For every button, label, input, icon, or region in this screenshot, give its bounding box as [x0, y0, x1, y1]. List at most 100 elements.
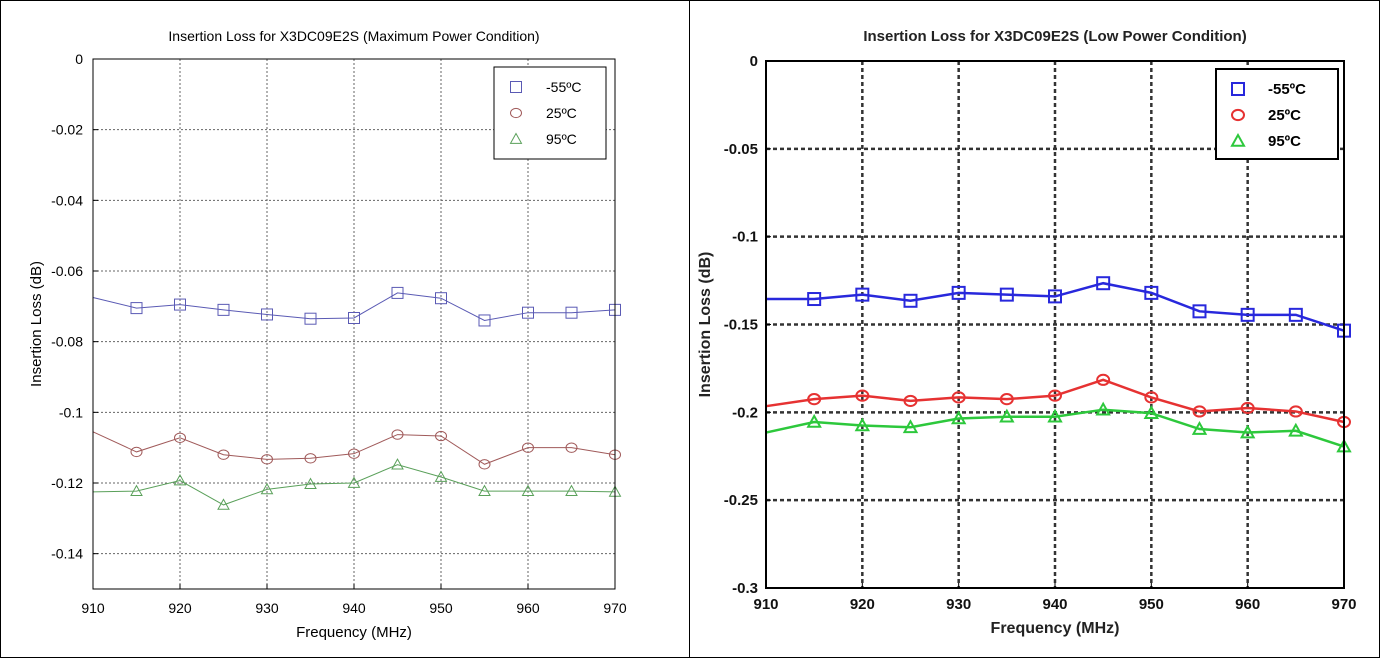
chart-title: Insertion Loss for X3DC09E2S (Low Power …	[863, 28, 1246, 45]
data-point-triangle	[1239, 424, 1256, 439]
data-point-square	[1288, 307, 1303, 322]
x-tick-label: 970	[1331, 596, 1356, 613]
data-point-triangle	[391, 458, 404, 470]
legend-marker-triangle	[1230, 132, 1246, 147]
chart-panel-max-power: Insertion Loss for X3DC09E2S (Maximum Po…	[0, 0, 690, 658]
data-point-circle	[951, 391, 966, 404]
y-tick-label: 0	[75, 51, 83, 67]
data-point-circle	[391, 429, 404, 440]
data-point-triangle	[173, 473, 187, 486]
data-point-triangle	[565, 484, 578, 497]
data-point-circle	[999, 393, 1014, 406]
legend-label: -55ºC	[1268, 81, 1306, 98]
data-point-triangle	[806, 413, 822, 428]
series-line-2	[765, 378, 1345, 424]
data-point-triangle	[902, 419, 919, 434]
data-point-square	[951, 285, 966, 300]
data-point-circle	[1192, 405, 1207, 418]
x-tick-label: 930	[255, 600, 279, 616]
x-tick-label: 910	[753, 596, 778, 613]
data-point-square	[217, 303, 230, 316]
data-point-square	[1096, 276, 1111, 291]
y-tick-label: -0.06	[51, 263, 83, 279]
x-axis-title: Frequency (MHz)	[991, 620, 1120, 637]
data-point-circle	[261, 454, 273, 465]
data-point-circle	[903, 394, 918, 408]
series-line-3	[92, 464, 616, 506]
data-point-square	[1048, 289, 1062, 304]
chart-title: Insertion Loss for X3DC09E2S (Maximum Po…	[168, 28, 539, 44]
data-point-triangle	[130, 484, 143, 497]
data-point-triangle	[521, 484, 535, 497]
y-tick-label: -0.12	[51, 475, 83, 491]
data-point-triangle	[434, 470, 448, 482]
y-tick-label: -0.04	[51, 192, 83, 208]
data-point-circle	[435, 430, 447, 442]
y-tick-label: -0.3	[732, 580, 758, 597]
x-tick-label: 930	[946, 596, 971, 613]
series-line-3	[765, 408, 1345, 448]
y-tick-label: -0.14	[51, 546, 83, 562]
data-point-circle	[130, 446, 143, 458]
y-tick-label: -0.08	[51, 334, 83, 350]
data-point-circle	[855, 389, 870, 402]
data-point-triangle	[999, 408, 1015, 423]
y-axis-title: Insertion Loss (dB)	[28, 261, 45, 387]
x-tick-label: 920	[850, 596, 875, 613]
data-point-square	[522, 306, 534, 319]
data-point-triangle	[347, 476, 361, 488]
data-point-circle	[565, 442, 578, 453]
data-point-circle	[807, 393, 822, 406]
x-tick-label: 940	[1042, 596, 1067, 613]
y-tick-label: -0.02	[51, 122, 83, 138]
x-tick-label: 950	[429, 600, 453, 616]
legend-label: 95ºC	[546, 131, 577, 147]
legend-marker-square	[510, 81, 522, 93]
data-point-circle	[217, 449, 230, 460]
data-point-square	[348, 311, 360, 324]
data-point-triangle	[478, 484, 491, 497]
data-point-triangle	[1047, 408, 1063, 423]
insertion-loss-chart-max-power: Insertion Loss for X3DC09E2S (Maximum Po…	[28, 28, 627, 641]
x-tick-label: 960	[1235, 596, 1260, 613]
y-tick-label: 0	[750, 53, 758, 70]
legend-marker-circle	[1231, 108, 1245, 122]
data-point-triangle	[217, 498, 230, 510]
data-point-triangle	[1095, 401, 1111, 416]
data-point-square	[304, 312, 317, 325]
x-tick-label: 910	[81, 600, 105, 616]
legend-label: 25ºC	[546, 105, 577, 121]
data-point-circle	[522, 442, 534, 453]
data-point-square	[903, 293, 918, 308]
data-point-square	[1192, 304, 1207, 319]
series-line-2	[92, 431, 616, 465]
legend-label: -55ºC	[546, 79, 581, 95]
x-tick-label: 950	[1139, 596, 1164, 613]
data-point-square	[999, 287, 1014, 302]
data-point-square	[130, 302, 143, 315]
legend-marker-triangle	[509, 132, 523, 144]
data-point-square	[478, 314, 491, 327]
series-line-1	[766, 281, 1345, 332]
data-point-square	[391, 286, 404, 299]
chart-panel-low-power: Insertion Loss for X3DC09E2S (Low Power …	[689, 0, 1380, 658]
legend-box	[493, 66, 607, 160]
data-point-circle	[1096, 373, 1111, 386]
x-tick-label: 970	[603, 600, 627, 616]
data-point-circle	[1240, 401, 1255, 415]
x-tick-label: 960	[516, 600, 540, 616]
data-point-circle	[1048, 389, 1062, 402]
x-tick-label: 920	[168, 600, 192, 616]
data-point-triangle	[854, 417, 871, 432]
y-tick-label: -0.1	[732, 229, 758, 246]
y-tick-label: -0.15	[724, 317, 758, 334]
data-point-square	[565, 306, 578, 319]
legend-marker-square	[1231, 82, 1245, 96]
y-tick-label: -0.05	[724, 141, 758, 158]
data-point-square	[174, 298, 186, 311]
legend-marker-circle	[510, 107, 522, 119]
data-point-triangle	[304, 477, 317, 489]
data-point-circle	[174, 432, 186, 443]
data-point-square	[435, 292, 447, 305]
data-point-circle	[478, 459, 491, 470]
